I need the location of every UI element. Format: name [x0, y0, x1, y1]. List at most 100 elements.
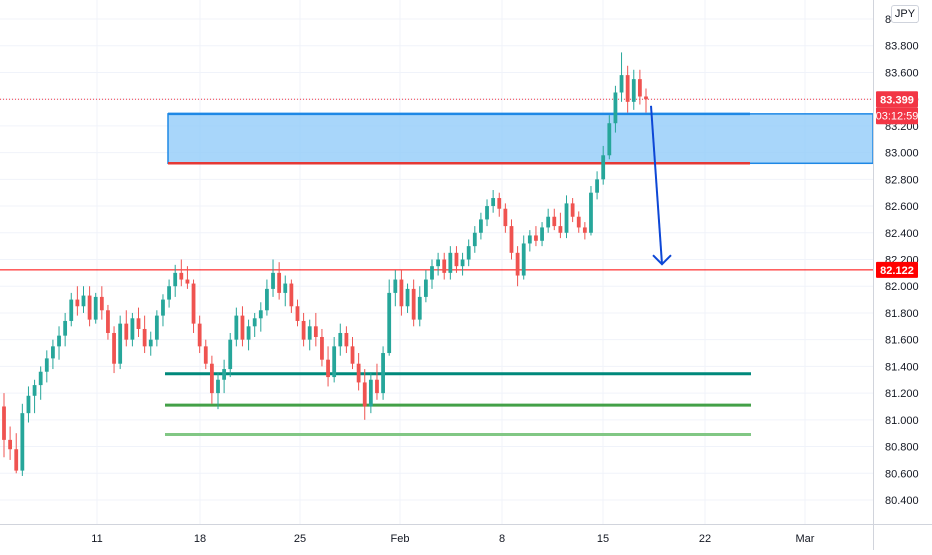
- time-tick-label: 15: [597, 533, 609, 545]
- candle-body: [93, 296, 98, 320]
- candle-body: [222, 369, 227, 380]
- arrow-head: [652, 254, 672, 266]
- candle-body: [332, 346, 337, 378]
- price-tick-label: 83.800: [885, 41, 919, 53]
- horizontal-levels[interactable]: [0, 98, 873, 437]
- candle-body: [387, 292, 392, 354]
- candle-body: [14, 449, 19, 471]
- candle-body: [399, 279, 404, 307]
- candle-body: [417, 296, 422, 320]
- candle-body: [69, 299, 74, 321]
- candle-body: [203, 346, 208, 364]
- time-tick-label: 8: [499, 533, 505, 545]
- candle-body: [38, 371, 43, 386]
- projection-arrow[interactable]: [650, 105, 672, 266]
- currency-badge[interactable]: JPY: [891, 5, 919, 23]
- candle-body: [265, 288, 269, 311]
- candle-body: [320, 336, 324, 360]
- candle-body: [26, 395, 31, 414]
- time-tick-label: 18: [194, 533, 206, 545]
- price-tick-label: 83.000: [885, 148, 919, 160]
- candle-body: [191, 283, 196, 324]
- candle-body: [430, 266, 434, 280]
- candle-body: [313, 326, 318, 337]
- price-tick-label: 80.800: [885, 442, 919, 454]
- candle-body: [338, 332, 343, 347]
- candle-body: [423, 279, 428, 297]
- time-tick-label: 25: [294, 533, 306, 545]
- candle-body: [2, 406, 6, 440]
- candle-body: [527, 235, 532, 244]
- arrow-shaft: [650, 105, 663, 265]
- candle-body: [344, 332, 349, 347]
- candle-body: [509, 226, 514, 253]
- candle-body: [558, 226, 563, 233]
- candle-body: [534, 235, 538, 241]
- candle-body: [51, 346, 55, 359]
- supply-zone[interactable]: [167, 112, 874, 165]
- candle-body: [167, 286, 171, 300]
- candle-body: [81, 295, 86, 307]
- price-tick-label: 80.600: [885, 468, 919, 480]
- candle-body: [472, 232, 477, 247]
- time-tick-label: 22: [699, 533, 711, 545]
- candle-body: [112, 332, 116, 364]
- candle-body: [485, 206, 489, 220]
- candle-body: [216, 379, 220, 394]
- candle-body: [381, 353, 385, 394]
- candle-body: [362, 382, 367, 407]
- candle-body: [307, 326, 312, 340]
- candle-body: [130, 318, 135, 340]
- candle-body: [57, 335, 61, 347]
- candle-body: [271, 272, 275, 289]
- candle-body: [582, 227, 587, 233]
- candle-body: [179, 272, 184, 280]
- candle-body: [258, 310, 263, 319]
- time-tick-label: 11: [91, 533, 102, 545]
- candle-body: [375, 379, 379, 394]
- candle-body: [154, 315, 159, 340]
- candle-body: [607, 123, 612, 156]
- price-tick-label: 83.600: [885, 67, 919, 79]
- candle-body: [234, 315, 239, 340]
- candle-body: [148, 339, 153, 347]
- candle-body: [124, 323, 129, 340]
- candle-body: [44, 358, 49, 372]
- price-tick-label: 81.600: [885, 335, 919, 347]
- candle-body: [240, 315, 245, 340]
- candle-body: [8, 439, 13, 450]
- candle-body: [63, 320, 68, 336]
- candle-body: [576, 216, 581, 228]
- price-tags: 83.399 03:12:59 82.122: [876, 91, 918, 278]
- candle-body: [75, 299, 80, 307]
- candle-body: [99, 296, 104, 311]
- candle-body: [118, 323, 123, 364]
- candle-body: [521, 243, 526, 276]
- candle-body: [552, 216, 557, 227]
- candle-body: [436, 259, 441, 267]
- candle-body: [32, 385, 37, 396]
- candle-body: [411, 288, 416, 320]
- candle-body: [356, 363, 361, 383]
- candle-body: [173, 272, 178, 287]
- candle-body: [631, 79, 636, 102]
- countdown-tag: [876, 107, 918, 125]
- candle-body: [564, 203, 569, 233]
- candle-body: [246, 326, 251, 340]
- price-tick-label: 80.400: [885, 495, 919, 507]
- candle-body: [595, 179, 599, 193]
- candle-body: [283, 283, 288, 293]
- price-tick-label: 82.800: [885, 174, 919, 186]
- time-axis[interactable]: 11 18 25 Feb 8 15 22 Mar: [91, 533, 815, 545]
- candle-body: [479, 219, 483, 233]
- key-level-label: 82.122: [880, 265, 914, 277]
- price-tick-label: 81.000: [885, 415, 919, 427]
- candle-body: [301, 320, 306, 340]
- price-tick-label: 82.000: [885, 281, 919, 293]
- price-axis[interactable]: 84.00083.80083.60083.40083.20083.00082.8…: [885, 14, 919, 507]
- candle-body: [142, 328, 147, 347]
- candle-body: [644, 96, 648, 100]
- candle-body: [197, 323, 202, 347]
